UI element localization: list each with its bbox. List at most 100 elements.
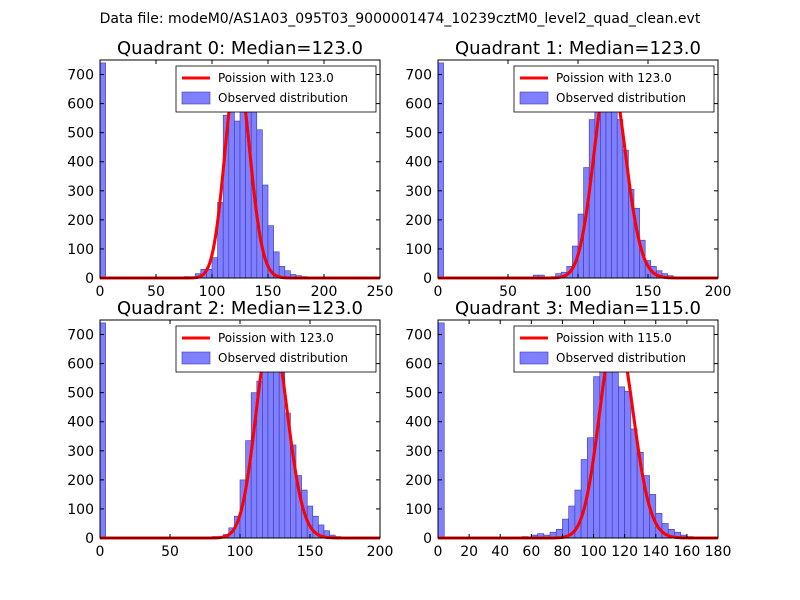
- y-tick-label: 700: [405, 328, 432, 344]
- x-tick-label: 0: [434, 284, 443, 300]
- y-tick-label: 200: [67, 473, 94, 489]
- y-tick-label: 500: [67, 386, 94, 402]
- legend-box: [175, 325, 377, 373]
- y-tick-label: 400: [405, 155, 432, 171]
- x-tick-label: 160: [674, 544, 701, 560]
- y-tick-label: 100: [67, 502, 94, 518]
- legend-bar-swatch: [181, 91, 211, 105]
- legend-label-observed: Observed distribution: [556, 351, 686, 365]
- legend-label-poisson: Poission with 123.0: [556, 71, 672, 85]
- y-tick-label: 700: [405, 68, 432, 84]
- histogram-bar: [600, 91, 607, 279]
- x-tick-label: 200: [705, 284, 732, 300]
- y-tick-label: 600: [405, 357, 432, 373]
- histogram-bar: [256, 129, 263, 279]
- y-tick-label: 0: [423, 531, 432, 547]
- x-tick-label: 100: [227, 544, 254, 560]
- y-tick-label: 300: [405, 444, 432, 460]
- quadrant-3-plot: 0 20 40 60 80 100 120 140 160 1800100200300400500…: [405, 298, 731, 560]
- histogram-bar: [630, 428, 638, 539]
- x-tick-label: 0: [96, 544, 105, 560]
- legend-label-poisson: Poission with 115.0: [556, 331, 672, 345]
- legend-label-poisson: Poission with 123.0: [218, 71, 334, 85]
- x-tick-label: 150: [297, 544, 324, 560]
- histogram-bar: [618, 386, 625, 539]
- axes-frame: [99, 59, 381, 279]
- legend-label-observed: Observed distribution: [218, 351, 348, 365]
- y-tick-label: 100: [67, 242, 94, 258]
- y-tick-label: 300: [67, 184, 94, 200]
- y-tick-label: 500: [405, 386, 432, 402]
- histogram-bar: [99, 322, 106, 539]
- x-tick-label: 80: [554, 544, 572, 560]
- panel-title: Quadrant 1: Median=123.0: [455, 38, 701, 59]
- y-tick-label: 400: [405, 415, 432, 431]
- histogram-bar: [273, 350, 280, 539]
- quadrant-2-plot: 0 50 100 150 200 0 100 200 300 400 500 600 700 Quadra…: [67, 298, 393, 560]
- y-tick-label: 0: [85, 531, 94, 547]
- quadrant-0-plot: 0 50 100 150 200 250 0 100 200 300 400 500 600 700 Qua…: [67, 38, 393, 300]
- figure-title: Data file: modeM0/AS1A03_095T03_90000014…: [100, 11, 701, 27]
- x-tick-label: 50: [161, 544, 179, 560]
- x-tick-label: 100: [580, 544, 607, 560]
- histogram-bar: [616, 119, 624, 279]
- legend-label-observed: Observed distribution: [556, 91, 686, 105]
- legend-bar-swatch: [519, 91, 549, 105]
- x-tick-label: 0: [434, 544, 443, 560]
- legend-box: [175, 65, 377, 113]
- histogram-bar: [624, 390, 632, 539]
- x-tick-label: 50: [147, 284, 165, 300]
- x-tick-label: 40: [491, 544, 509, 560]
- x-tick-label: 50: [499, 284, 517, 300]
- panel-title: Quadrant 2: Median=123.0: [117, 298, 363, 319]
- x-tick-label: 100: [565, 284, 592, 300]
- y-tick-label: 600: [405, 97, 432, 113]
- x-tick-label: 0: [96, 284, 105, 300]
- y-tick-label: 500: [67, 126, 94, 142]
- x-tick-label: 60: [522, 544, 540, 560]
- x-tick-label: 250: [367, 284, 394, 300]
- x-tick-label: 20: [460, 544, 478, 560]
- legend-label-observed: Observed distribution: [218, 91, 348, 105]
- legend-bar-swatch: [181, 351, 211, 365]
- x-tick-label: 140: [642, 544, 669, 560]
- histogram-bar: [611, 354, 619, 539]
- y-tick-label: 400: [67, 155, 94, 171]
- y-tick-label: 300: [405, 184, 432, 200]
- x-tick-label: 200: [311, 284, 338, 300]
- legend-label-poisson: Poission with 123.0: [218, 331, 334, 345]
- histogram-bar: [262, 357, 269, 539]
- x-tick-label: 200: [367, 544, 394, 560]
- y-tick-label: 100: [405, 502, 432, 518]
- histogram-bar: [211, 257, 218, 279]
- y-tick-label: 100: [405, 242, 432, 258]
- histogram-bar: [437, 322, 445, 539]
- x-tick-label: 100: [199, 284, 226, 300]
- y-tick-label: 200: [67, 213, 94, 229]
- legend-box: [513, 65, 715, 113]
- quadrant-1-plot: 0 50 100 150 200 0 100 200 300 400 500 600 700 Quadra…: [405, 38, 731, 300]
- panel-title: Quadrant 0: Median=123.0: [117, 38, 363, 59]
- x-tick-label: 150: [635, 284, 662, 300]
- y-tick-label: 700: [67, 328, 94, 344]
- histogram-bar: [99, 62, 106, 279]
- x-tick-label: 120: [611, 544, 638, 560]
- legend-bar-swatch: [519, 351, 549, 365]
- legend-box: [513, 325, 715, 373]
- y-tick-label: 300: [67, 444, 94, 460]
- y-tick-label: 400: [67, 415, 94, 431]
- axes-frame: [437, 319, 719, 539]
- x-tick-label: 180: [705, 544, 732, 560]
- histogram-bar: [234, 120, 241, 279]
- y-tick-label: 200: [405, 213, 432, 229]
- x-tick-label: 150: [255, 284, 282, 300]
- y-tick-label: 500: [405, 126, 432, 142]
- histogram-bar: [611, 100, 618, 279]
- y-tick-label: 600: [67, 357, 94, 373]
- y-tick-label: 600: [67, 97, 94, 113]
- y-tick-label: 700: [67, 68, 94, 84]
- y-tick-label: 0: [85, 271, 94, 287]
- histogram-bar: [437, 62, 444, 279]
- panel-title: Quadrant 3: Median=115.0: [455, 298, 701, 319]
